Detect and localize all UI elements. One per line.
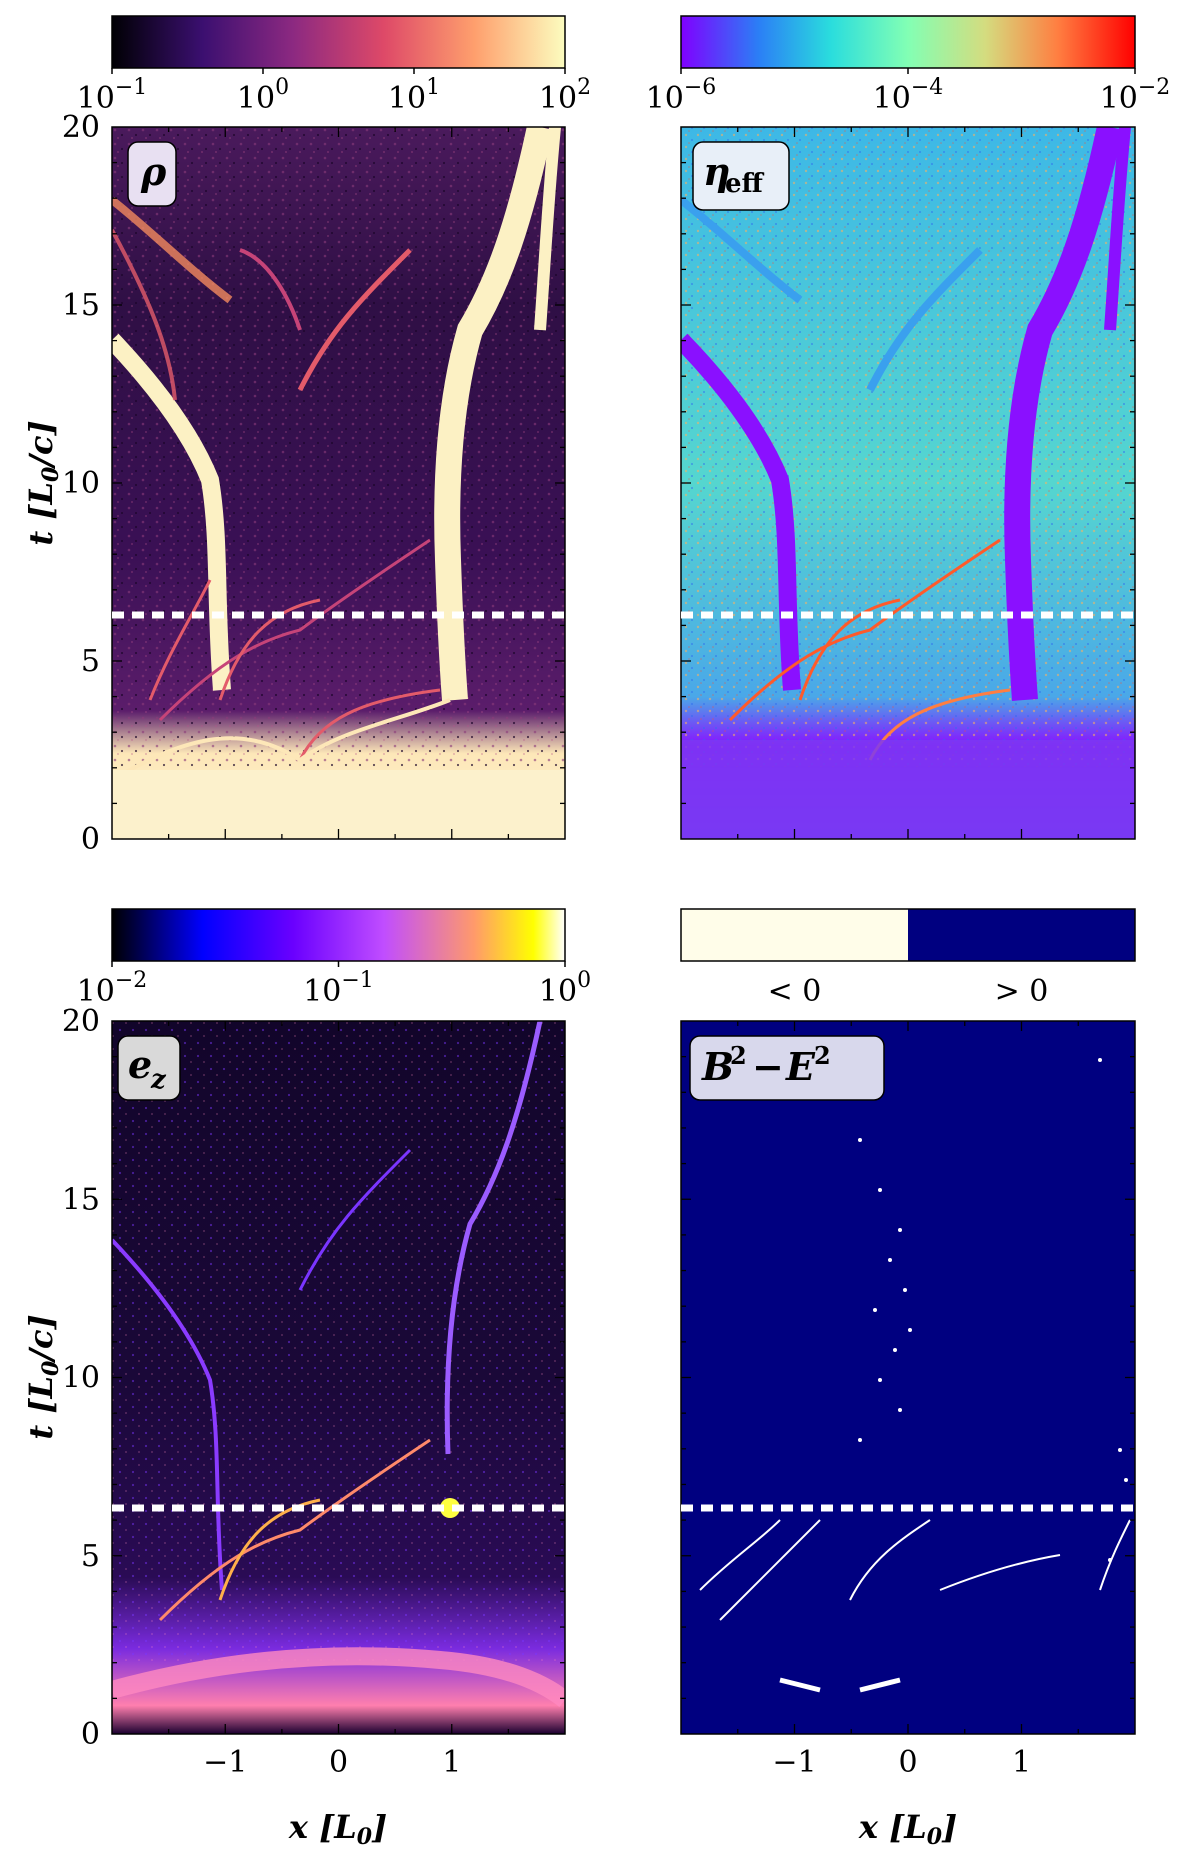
x-tick-label: −1 [772,1745,816,1780]
colorbar-tick-label: 100 [539,968,591,1009]
colorbar-tick-label: 10−1 [77,75,148,116]
y-tick-label: 15 [62,288,100,323]
heatmap-rho [112,127,565,839]
x-tick-label: 0 [898,1745,917,1780]
y-tick-label: 10 [62,1361,100,1396]
x-tick-label: 1 [442,1745,461,1780]
colorbar-b2e2-ticks: < 0 > 0 [768,974,1049,1009]
svg-text:t [L0/c]: t [L0/c] [22,420,64,545]
svg-text:t [L0/c]: t [L0/c] [22,1314,64,1439]
svg-text:x [L0]: x [L0] [288,1808,387,1850]
y-tick-label: 0 [81,1717,100,1752]
ylabel-top: t [L0/c] [22,420,64,545]
colorbar-tick-label: < 0 [768,974,822,1009]
y-tick-label: 15 [62,1182,100,1217]
xlabel-left: x [L0] [288,1808,387,1850]
colorbar-b2e2-negative [681,909,908,961]
svg-text:x [L0]: x [L0] [858,1808,957,1850]
colorbar-tick-label: 10−1 [303,968,374,1009]
x-tick-label: −1 [203,1745,247,1780]
colorbar-b2e2 [680,908,1136,962]
svg-text:eff: eff [725,169,765,199]
y-tick-label: 5 [81,1539,100,1574]
x-tick-label: 0 [329,1745,348,1780]
y-tick-label: 0 [81,822,100,857]
colorbar-ez [111,908,566,962]
svg-text:2: 2 [814,1041,831,1070]
colorbar-b2e2-positive [908,909,1135,961]
colorbar-tick-label: 10−6 [646,75,717,116]
colorbar-tick-label: > 0 [995,974,1049,1009]
y-tick-label: 5 [81,644,100,679]
axis-ticks: 0 5 10 15 20 0 5 10 15 20 −1 0 1 −1 0 1 [62,110,1135,1780]
colorbar-eta-ticks: 10−6 10−4 10−2 [646,68,1171,116]
colorbar-rho [111,15,566,69]
svg-text:η: η [703,149,731,194]
y-tick-label: 10 [62,466,100,501]
colorbar-rho-ticks: 10−1 100 101 102 [77,68,591,116]
x-tick-label: 1 [1012,1745,1031,1780]
heatmap-eta [681,127,1135,839]
xlabel-right: x [L0] [858,1808,957,1850]
colorbar-eta [680,15,1136,69]
panel-label-ez: e z [117,1035,181,1101]
svg-text:E: E [785,1044,816,1089]
colorbar-tick-label: 102 [539,75,591,116]
colorbar-tick-label: 100 [237,75,289,116]
colorbar-tick-label: 101 [388,75,440,116]
y-tick-label: 20 [62,110,100,145]
colorbar-tick-label: 10−2 [1100,75,1171,116]
svg-text:B: B [701,1044,734,1089]
colorbar-tick-label: 10−4 [873,75,944,116]
svg-text:2: 2 [730,1041,747,1070]
svg-text:ρ: ρ [140,149,167,194]
svg-text:−: − [752,1044,784,1089]
colorbar-tick-label: 10−2 [77,968,148,1009]
heatmap-b2e2 [681,1021,1135,1734]
y-tick-label: 20 [62,1004,100,1039]
panel-label-b2e2: B 2 − E 2 [689,1035,885,1101]
panel-label-eta: η eff [692,141,790,211]
svg-text:z: z [150,1065,167,1095]
colorbar-ez-ticks: 10−2 10−1 100 [77,961,591,1009]
svg-text:e: e [128,1042,152,1087]
ylabel-bottom: t [L0/c] [22,1314,64,1439]
heatmap-ez [112,1021,565,1734]
panel-label-rho: ρ [127,141,177,207]
